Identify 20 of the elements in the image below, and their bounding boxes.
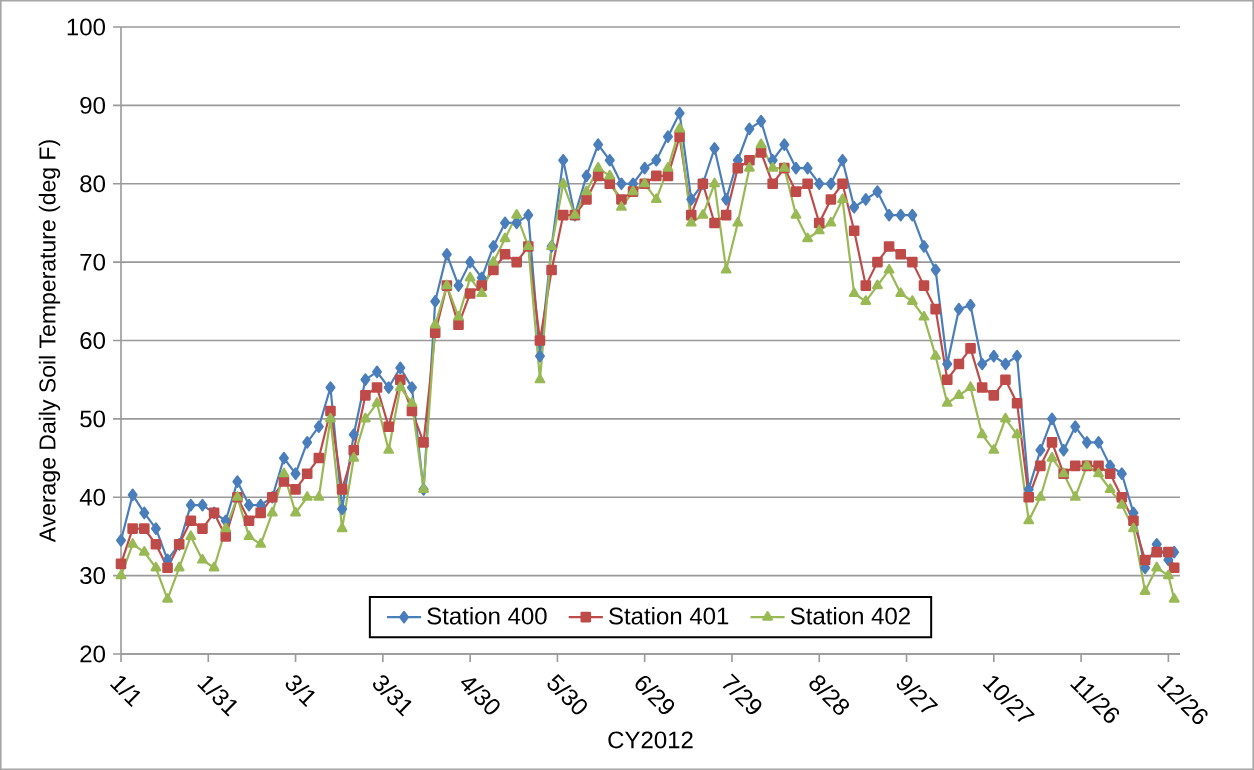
- y-tick-label: 20: [80, 645, 106, 663]
- legend-label: Station 402: [790, 606, 910, 625]
- x-axis-title: CY2012: [608, 731, 693, 749]
- x-tick-label: 3/1: [285, 675, 315, 708]
- y-tick-label: 100: [67, 18, 105, 36]
- y-tick-label: 80: [80, 175, 106, 193]
- x-tick-label: 1/1: [110, 676, 141, 708]
- x-tick-label: 9/27: [896, 675, 939, 713]
- y-tick-label: 70: [80, 253, 106, 271]
- legend-label: Station 401: [609, 606, 729, 625]
- x-tick-label: 4/30: [460, 678, 500, 715]
- x-tick-label: 6/29: [635, 675, 675, 715]
- y-tick-label: 30: [80, 567, 106, 585]
- y-tick-label: 40: [79, 488, 106, 506]
- y-tick-label: 90: [80, 96, 106, 114]
- y-tick-label: 50: [80, 410, 106, 428]
- y-axis-title: Average Daily Soil Temperature (deg F): [38, 140, 61, 543]
- y-tick-label: 60: [80, 332, 106, 349]
- legend-label: Station 400: [427, 606, 547, 625]
- x-tick-label: 8/28: [809, 675, 850, 715]
